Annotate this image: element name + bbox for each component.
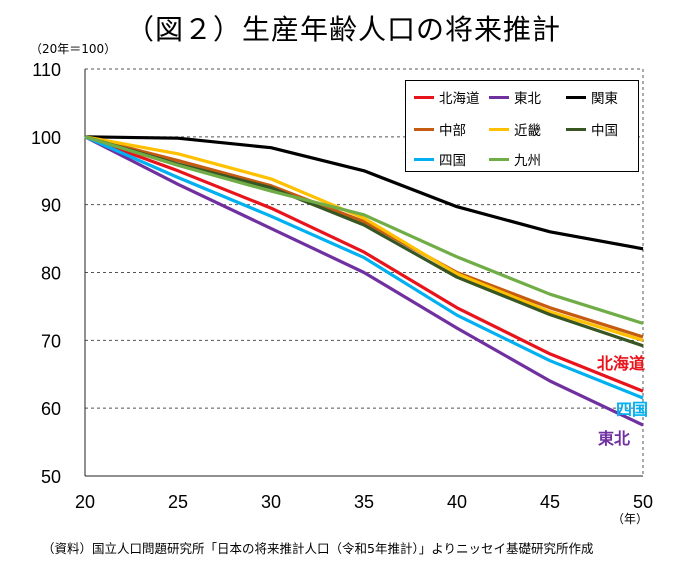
end-label-shikoku: 四国 bbox=[616, 400, 649, 419]
legend-label-3: 中部 bbox=[439, 123, 466, 139]
legend-item-3: 中部 bbox=[414, 119, 466, 139]
legend-item-4: 近畿 bbox=[489, 119, 541, 139]
series-line-6 bbox=[84, 135, 644, 400]
end-label-hokkaido: 北海道 bbox=[597, 354, 646, 373]
legend-swatch-0 bbox=[414, 95, 434, 99]
y-tick-label-110: 110 bbox=[32, 60, 61, 80]
x-tick-label-30: 30 bbox=[261, 492, 281, 512]
source-note: （資料）国立人口問題研究所「日本の将来推計人口（令和5年推計）」よりニッセイ基礎… bbox=[42, 541, 594, 556]
legend: 北海道 東北 関東中部 近畿 中国四国 九州 bbox=[405, 80, 639, 172]
series-line-2 bbox=[84, 135, 644, 251]
legend-label-5: 中国 bbox=[591, 123, 618, 139]
series-line-3 bbox=[84, 135, 644, 339]
y-tick-label-100: 100 bbox=[31, 128, 61, 148]
legend-swatch-7 bbox=[489, 157, 509, 161]
series-line-0 bbox=[84, 135, 644, 393]
x-unit-label: （年） bbox=[612, 512, 649, 526]
legend-item-2: 関東 bbox=[566, 87, 618, 107]
legend-item-7: 九州 bbox=[489, 149, 541, 169]
series-line-1 bbox=[84, 135, 644, 427]
x-tick-label-35: 35 bbox=[354, 492, 374, 512]
y-tick-label-90: 90 bbox=[41, 196, 61, 216]
legend-label-4: 近畿 bbox=[514, 123, 541, 139]
series-lines bbox=[84, 135, 644, 427]
legend-label-6: 四国 bbox=[439, 153, 466, 169]
y-tick-label-60: 60 bbox=[41, 399, 61, 419]
legend-item-6: 四国 bbox=[414, 149, 466, 169]
legend-item-1: 東北 bbox=[489, 87, 541, 107]
legend-swatch-1 bbox=[489, 95, 509, 99]
legend-label-1: 東北 bbox=[514, 91, 541, 107]
legend-swatch-4 bbox=[489, 127, 509, 131]
legend-label-0: 北海道 bbox=[439, 91, 480, 107]
end-label-tohoku: 東北 bbox=[598, 429, 631, 448]
legend-item-0: 北海道 bbox=[414, 87, 480, 107]
legend-swatch-6 bbox=[414, 157, 434, 161]
y-tick-label-70: 70 bbox=[41, 331, 61, 351]
x-tick-label-20: 20 bbox=[75, 492, 95, 512]
series-line-7 bbox=[84, 135, 644, 325]
legend-swatch-5 bbox=[566, 127, 586, 131]
x-tick-label-45: 45 bbox=[540, 492, 560, 512]
legend-label-2: 関東 bbox=[591, 91, 618, 107]
tick-labels: 50 60 70 80 90 100 110 20 25 30 35 40 45 50 bbox=[31, 60, 653, 512]
y-tick-label-50: 50 bbox=[41, 467, 61, 487]
x-tick-label-50: 50 bbox=[633, 492, 653, 512]
chart-title: （図２）生産年齢人口の将来推計 bbox=[125, 13, 561, 46]
legend-item-5: 中国 bbox=[566, 119, 618, 139]
x-tick-label-40: 40 bbox=[447, 492, 467, 512]
legend-swatch-2 bbox=[566, 95, 586, 99]
x-tick-label-25: 25 bbox=[168, 492, 188, 512]
y-unit-label: （20年＝100） bbox=[30, 42, 117, 56]
legend-label-7: 九州 bbox=[514, 153, 541, 169]
y-tick-label-80: 80 bbox=[41, 264, 61, 284]
legend-swatch-3 bbox=[414, 127, 434, 131]
series-line-4 bbox=[84, 135, 644, 342]
